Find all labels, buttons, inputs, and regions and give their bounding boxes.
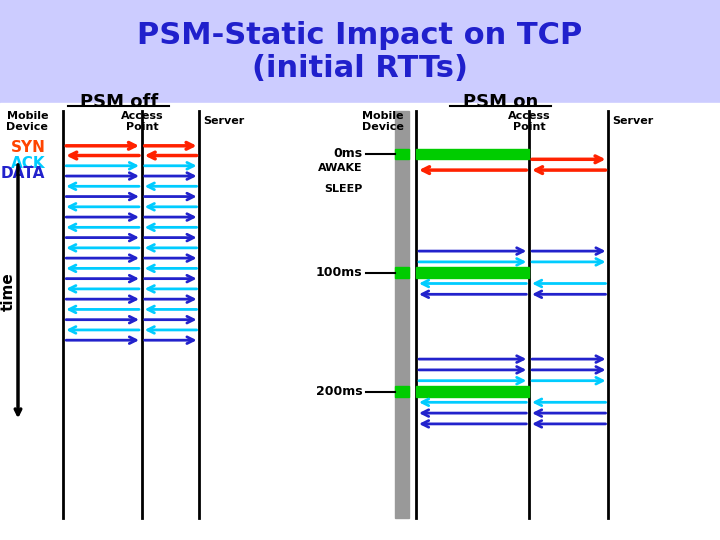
Text: PSM off: PSM off xyxy=(80,92,158,111)
Bar xyxy=(416,267,529,278)
Bar xyxy=(416,148,529,159)
Text: DATA: DATA xyxy=(1,166,45,181)
Text: time: time xyxy=(1,272,15,311)
Bar xyxy=(395,111,409,518)
Text: 100ms: 100ms xyxy=(315,266,362,279)
Bar xyxy=(416,386,529,397)
Text: Access
Point: Access Point xyxy=(120,111,163,132)
Bar xyxy=(395,267,409,278)
Bar xyxy=(395,386,409,397)
Bar xyxy=(0,103,720,540)
Text: Mobile
Device: Mobile Device xyxy=(6,111,48,132)
Text: 0ms: 0ms xyxy=(333,147,362,160)
Text: SYN: SYN xyxy=(11,140,45,155)
Text: SLEEP: SLEEP xyxy=(324,184,362,194)
Text: Mobile
Device: Mobile Device xyxy=(362,111,404,132)
Text: 200ms: 200ms xyxy=(315,385,362,398)
Text: PSM on: PSM on xyxy=(463,92,538,111)
Text: Access
Point: Access Point xyxy=(508,111,551,132)
Text: PSM-Static Impact on TCP: PSM-Static Impact on TCP xyxy=(138,21,582,50)
Text: Server: Server xyxy=(612,117,653,126)
Bar xyxy=(395,148,409,159)
Text: ACK: ACK xyxy=(11,156,45,171)
Text: Server: Server xyxy=(203,117,244,126)
Text: (initial RTTs): (initial RTTs) xyxy=(252,54,468,83)
Text: AWAKE: AWAKE xyxy=(318,163,362,173)
